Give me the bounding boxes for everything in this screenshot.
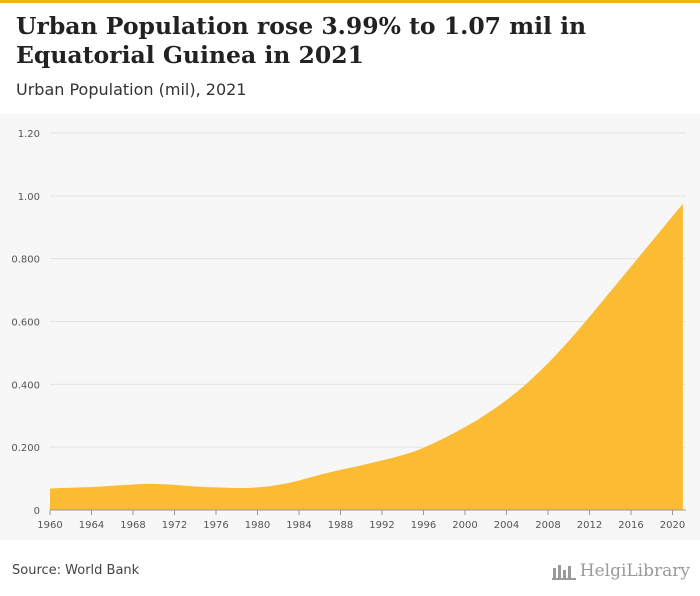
x-tick-label: 1988 [328,520,353,531]
library-icon [551,565,576,580]
x-tick-label: 1960 [37,520,62,531]
source-note: Source: World Bank [12,563,140,578]
y-tick-label: 0.400 [11,380,40,391]
x-axis-ticks: 1960 1964 1968 1972 1976 1980 1984 1988 1992 1996… [37,509,686,531]
urban-population-area [50,203,683,510]
x-tick-label: 2008 [535,520,560,531]
y-tick-label: 0.200 [11,443,40,454]
chart-title: Urban Population rose 3.99% to 1.07 mil … [16,12,587,69]
x-tick-label: 1972 [162,520,187,531]
y-tick-label: 0.600 [11,318,40,329]
logo-text: HelgiLibrary [579,561,690,581]
x-tick-label: 2004 [494,520,519,531]
y-axis-ticks: 0 0.200 0.400 0.600 0.800 1.00 1.20 [11,129,40,517]
top-accent-rule [0,0,700,3]
y-tick-label: 0.800 [11,255,40,266]
chart-area: 0 0.200 0.400 0.600 0.800 1.00 1.20 1960 1964 19… [0,114,700,540]
y-tick-label: 0 [34,506,40,517]
x-tick-label: 2012 [577,520,602,531]
x-tick-label: 1984 [286,520,311,531]
helgi-library-logo: HelgiLibrary [551,561,690,581]
x-tick-label: 1980 [245,520,270,531]
x-tick-label: 1976 [203,520,228,531]
x-tick-label: 2020 [660,520,685,531]
x-tick-label: 1964 [79,520,104,531]
x-tick-label: 1992 [369,520,394,531]
area-layer [50,203,683,510]
x-tick-label: 2000 [452,520,477,531]
x-tick-label: 2016 [618,520,643,531]
y-tick-label: 1.00 [18,192,40,203]
y-tick-label: 1.20 [18,129,40,140]
x-tick-label: 1996 [411,520,436,531]
chart-subtitle: Urban Population (mil), 2021 [16,80,247,99]
x-tick-label: 1968 [120,520,145,531]
